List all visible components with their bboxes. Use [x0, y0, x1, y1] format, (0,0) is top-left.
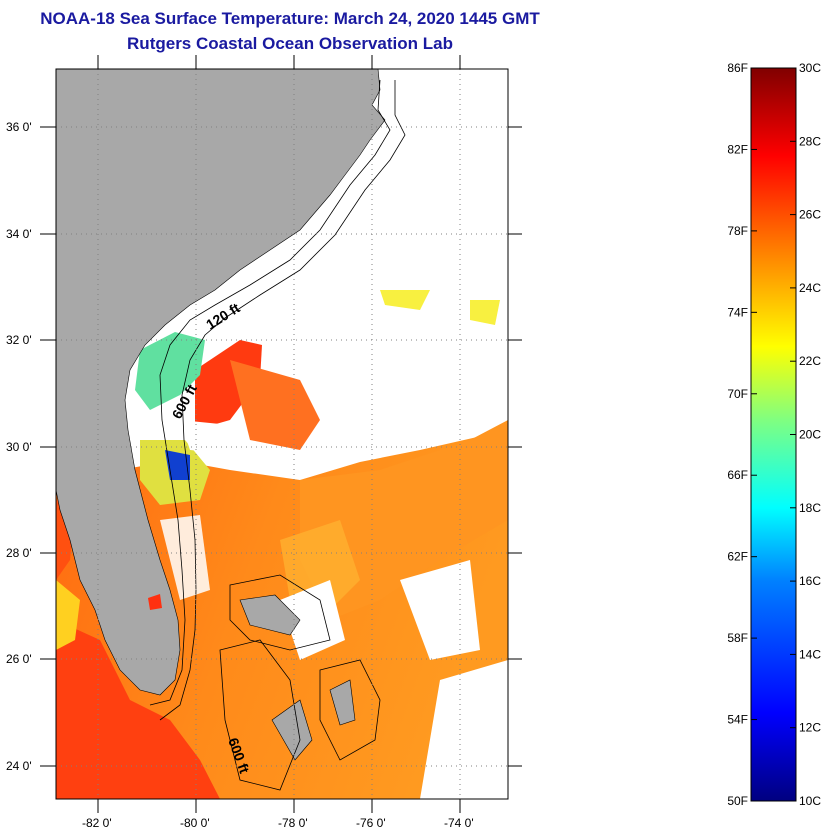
colorbar-label-f: 50F [727, 794, 748, 808]
gridlines [56, 69, 508, 799]
lon-label-76: -76 0' [356, 816, 386, 830]
colorbar-label-c: 20C [799, 428, 821, 442]
colorbar-label-c: 24C [799, 281, 821, 295]
lon-label-82: -82 0' [82, 816, 112, 830]
lon-label-74: -74 0' [444, 816, 474, 830]
contour-120ft [149, 79, 391, 706]
colorbar-label-f: 54F [727, 713, 748, 727]
colorbar-label-f: 70F [727, 387, 748, 401]
colorbar-label-f: 78F [727, 224, 748, 238]
map-subtitle: Rutgers Coastal Ocean Observation Lab [127, 34, 453, 53]
map-frame [55, 68, 509, 800]
map-plot-area: 120 ft 600 ft 600 ft [56, 69, 508, 799]
colorbar-label-f: 66F [727, 468, 748, 482]
colorbar-label-f: 62F [727, 550, 748, 564]
colorbar-label-c: 10C [799, 794, 821, 808]
land-us-east-coast [56, 69, 386, 696]
colorbar-ticks [751, 67, 796, 802]
colorbar-label-c: 30C [799, 61, 821, 75]
colorbar-label-f: 58F [727, 631, 748, 645]
lat-label-28: 28 0' [6, 546, 32, 560]
colorbar-label-c: 16C [799, 574, 821, 588]
map-title: NOAA-18 Sea Surface Temperature: March 2… [40, 9, 540, 28]
lat-label-32: 32 0' [6, 333, 32, 347]
lon-label-80: -80 0' [180, 816, 210, 830]
temperature-colorbar [750, 67, 797, 802]
colorbar-label-f: 74F [727, 305, 748, 319]
lat-label-24: 24 0' [6, 759, 32, 773]
colorbar-label-f: 82F [727, 142, 748, 156]
lat-label-26: 26 0' [6, 652, 32, 666]
lon-label-78: -78 0' [278, 816, 308, 830]
lat-label-34: 34 0' [6, 227, 32, 241]
lat-label-30: 30 0' [6, 440, 32, 454]
colorbar-label-c: 18C [799, 501, 821, 515]
colorbar-label-c: 22C [799, 354, 821, 368]
contour-600ft [159, 80, 406, 721]
colorbar-labels: 30C 28C 26C 24C 22C 20C 18C 16C 14C 12C 10C 86F 82F 7… [727, 61, 821, 808]
lat-label-36: 36 0' [6, 120, 32, 134]
colorbar-label-c: 14C [799, 647, 821, 661]
colorbar-label-c: 26C [799, 208, 821, 222]
axis-ticks [40, 55, 522, 813]
colorbar-label-c: 28C [799, 134, 821, 148]
sst-cool-coastal [135, 332, 205, 410]
colorbar-label-c: 12C [799, 721, 821, 735]
colorbar-label-f: 86F [727, 61, 748, 75]
